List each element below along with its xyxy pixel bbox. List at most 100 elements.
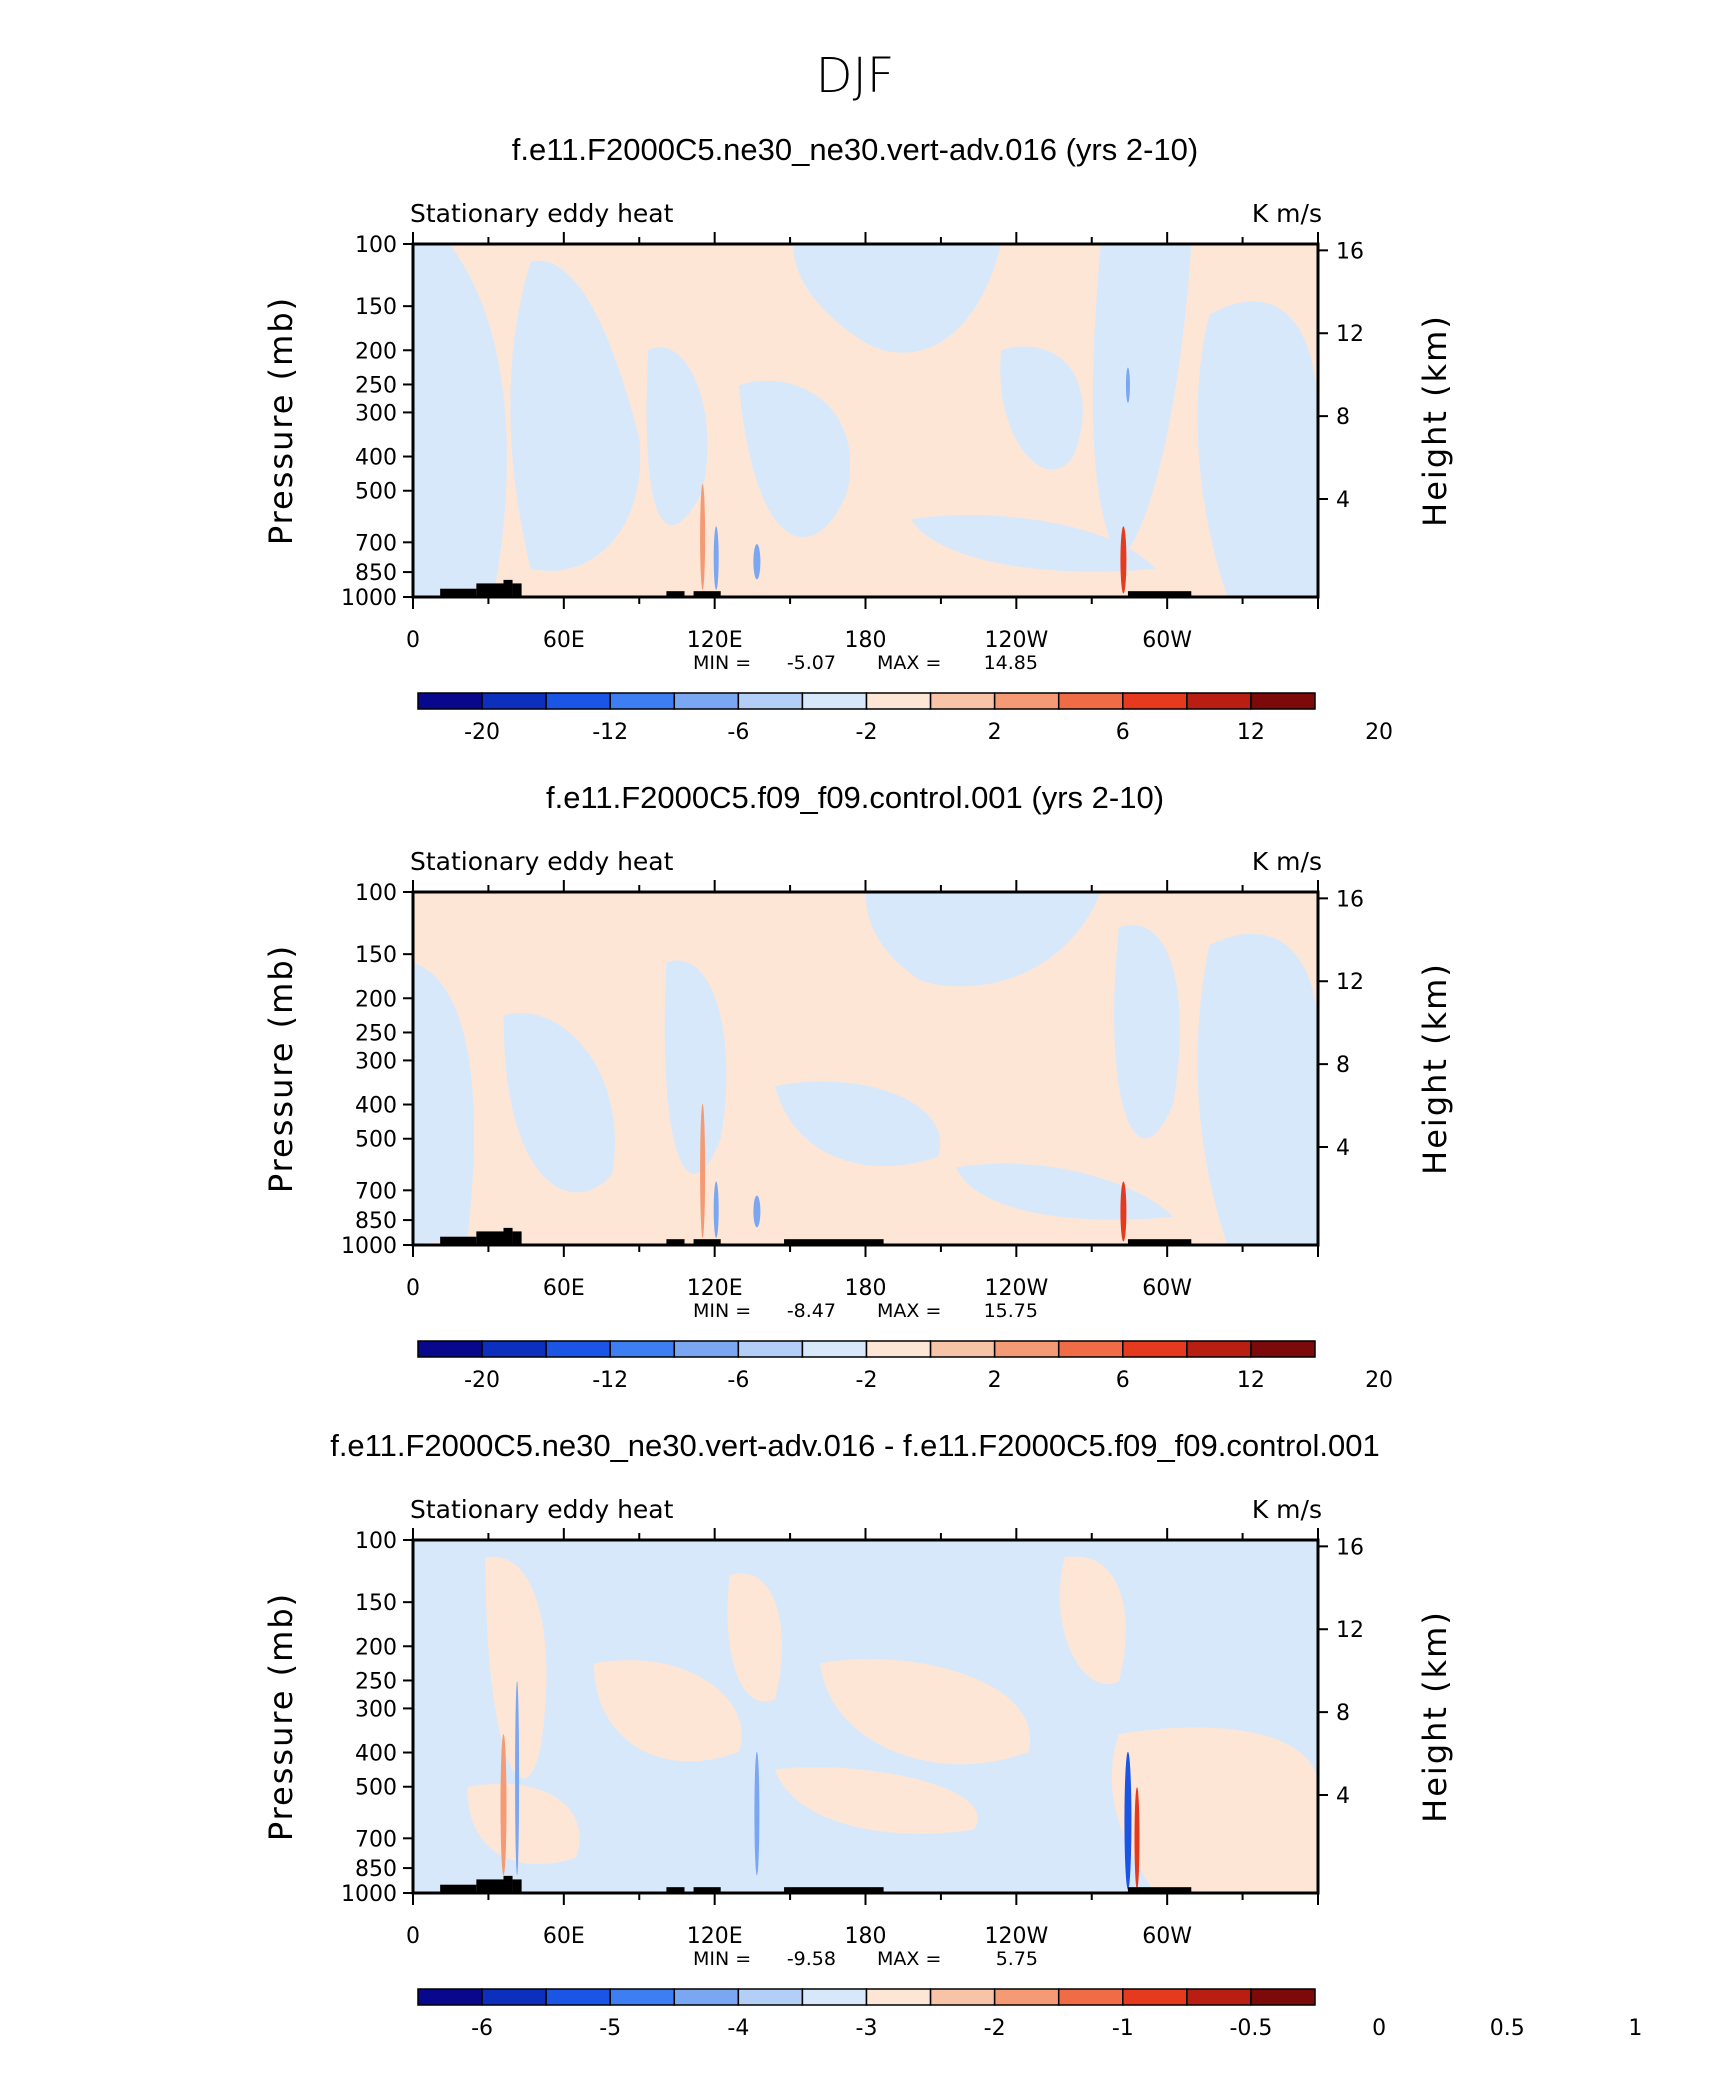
pressure-tick-label: 300 (355, 1697, 397, 1722)
colorbar-swatch (1122, 692, 1188, 710)
contour-shapes (413, 244, 1318, 597)
pressure-tick-label: 1000 (341, 1234, 397, 1259)
max-label: MAX = (877, 652, 941, 674)
contour-shapes (413, 892, 1318, 1245)
contour-region (1092, 244, 1192, 562)
topography-block (784, 1239, 884, 1245)
topography-block (476, 1879, 504, 1893)
longitude-tick-label: 60E (543, 628, 585, 653)
colorbar-swatch (609, 1340, 676, 1358)
panel-2: f.e11.F2000C5.f09_f09.control.001 (yrs 2… (262, 780, 1454, 1393)
colorbar-swatch (1186, 692, 1252, 710)
colorbar-swatch (801, 692, 868, 710)
colorbar-swatch (417, 692, 483, 710)
colorbar-label: 20 (1365, 1368, 1393, 1393)
colorbar-label: -2 (856, 1368, 878, 1393)
variable-label: Stationary eddy heat (410, 199, 674, 228)
colorbar-swatch (737, 1988, 804, 2006)
pressure-tick-label: 200 (355, 1635, 397, 1660)
pressure-tick-label: 850 (355, 561, 397, 586)
colorbar-swatch (929, 692, 996, 710)
contour-region (467, 1783, 580, 1865)
topography-block (693, 1887, 721, 1893)
colorbar-label: 0.5 (1490, 2016, 1525, 2041)
longitude-tick-label: 120E (687, 628, 743, 653)
colorbar-label: -6 (727, 1368, 749, 1393)
pressure-tick-label: 500 (355, 480, 397, 505)
longitude-tick-label: 120W (984, 1276, 1048, 1301)
pressure-tick-label: 150 (355, 1591, 397, 1616)
pressure-axis-title: Pressure (mb) (262, 1592, 300, 1841)
colorbar-swatch (673, 692, 740, 710)
units-label: K m/s (1252, 847, 1322, 876)
contour-region (727, 1573, 782, 1702)
colorbar-swatch (609, 1988, 676, 2006)
colorbar-swatch (1250, 692, 1316, 710)
colorbar-label: -12 (592, 720, 628, 745)
extrema-streak (1120, 1181, 1127, 1242)
pressure-tick-label: 200 (355, 987, 397, 1012)
pressure-tick-label: 500 (355, 1776, 397, 1801)
pressure-tick-label: 100 (355, 233, 397, 258)
pressure-tick-label: 150 (355, 943, 397, 968)
colorbar-swatch (801, 1988, 868, 2006)
colorbar-label: 0 (1372, 2016, 1386, 2041)
contour-field (440, 1556, 1318, 1893)
pressure-tick-label: 150 (355, 295, 397, 320)
min-label: MIN = (693, 652, 751, 674)
colorbar-label: -4 (727, 2016, 749, 2041)
colorbar-swatch (737, 1340, 804, 1358)
longitude-tick-label: 60W (1142, 1276, 1192, 1301)
colorbar-swatch (929, 1988, 996, 2006)
colorbar-swatch (481, 692, 547, 710)
extrema-streak (753, 1195, 761, 1228)
colorbar-label: -20 (464, 1368, 500, 1393)
colorbar-label: 6 (1116, 1368, 1130, 1393)
colorbar-label: 20 (1365, 720, 1393, 745)
variable-label: Stationary eddy heat (410, 847, 674, 876)
longitude-tick-label: 60W (1142, 628, 1192, 653)
extrema-streak (1125, 367, 1130, 403)
extrema-streak (713, 526, 719, 590)
topography-block (693, 591, 721, 597)
colorbar-swatch (545, 1988, 611, 2006)
contour-region (910, 514, 1156, 572)
contour-region (485, 1556, 547, 1779)
colorbar-swatch (545, 1340, 611, 1358)
topography-block (1127, 591, 1192, 597)
pressure-tick-label: 850 (355, 1857, 397, 1882)
colorbar-label: -20 (464, 720, 500, 745)
longitude-tick-label: 60W (1142, 1924, 1192, 1949)
extrema-streak (1134, 1787, 1140, 1890)
colorbar-label: 6 (1116, 720, 1130, 745)
contour-region (1111, 1727, 1318, 1893)
colorbar-swatch (1122, 1988, 1188, 2006)
units-label: K m/s (1252, 199, 1322, 228)
longitude-tick-label: 120E (687, 1276, 743, 1301)
extrema-streak (700, 484, 706, 590)
colorbar-label: -5 (599, 2016, 621, 2041)
colorbar-swatch (1057, 1988, 1124, 2006)
max-value: 14.85 (984, 652, 1038, 674)
panel-title: f.e11.F2000C5.f09_f09.control.001 (yrs 2… (546, 780, 1164, 815)
extrema-streak (1124, 1751, 1132, 1890)
contour-region (1197, 301, 1318, 597)
contour-region (865, 892, 1101, 987)
colorbar-label: 12 (1237, 1368, 1265, 1393)
extrema-streak (1120, 526, 1127, 594)
colorbar-swatch (1250, 1988, 1316, 2006)
colorbar-swatch (993, 1340, 1060, 1358)
topography-block (512, 1879, 522, 1893)
longitude-tick-label: 60E (543, 1276, 585, 1301)
colorbar-swatch (993, 1988, 1060, 2006)
colorbar-swatch (481, 1340, 547, 1358)
colorbar-swatch (417, 1988, 483, 2006)
topography-block (476, 1231, 504, 1245)
pressure-tick-label: 250 (355, 1021, 397, 1046)
topography-block (503, 1227, 513, 1245)
colorbar-swatch (609, 692, 676, 710)
height-axis-title: Height (km) (1416, 314, 1454, 527)
pressure-tick-label: 400 (355, 1094, 397, 1119)
height-tick-label: 12 (1336, 970, 1364, 995)
height-tick-label: 12 (1336, 322, 1364, 347)
